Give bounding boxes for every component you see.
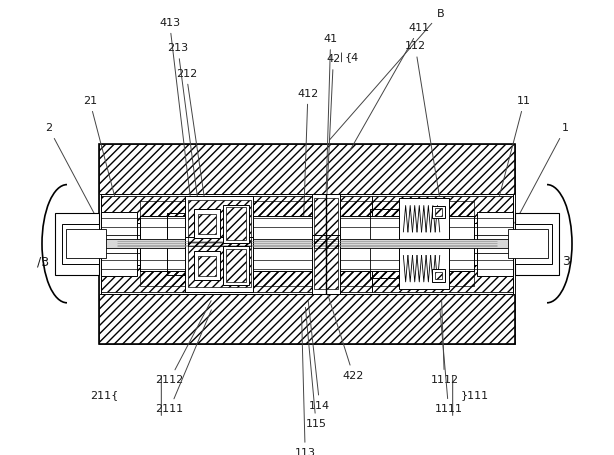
Bar	[415, 213, 447, 275]
Bar	[373, 196, 513, 292]
Bar	[415, 213, 447, 275]
Bar	[314, 198, 338, 248]
Bar	[314, 239, 338, 289]
Text: {4: {4	[344, 52, 359, 62]
Text: }111: }111	[461, 390, 489, 400]
Bar	[67, 239, 547, 248]
Bar	[370, 209, 415, 278]
Bar	[226, 207, 246, 240]
Bar	[447, 217, 474, 271]
Text: 114: 114	[308, 301, 330, 410]
Bar	[137, 223, 160, 265]
Text: 2111: 2111	[155, 310, 211, 414]
Text: 113: 113	[295, 317, 316, 455]
Bar	[188, 200, 251, 246]
Bar	[140, 217, 167, 271]
Bar	[223, 205, 249, 243]
Bar	[399, 248, 449, 289]
Text: 213: 213	[168, 43, 198, 205]
Bar	[226, 249, 246, 282]
Text: 412: 412	[297, 89, 319, 223]
Text: 413: 413	[159, 18, 190, 196]
Bar	[313, 235, 340, 293]
Text: 115: 115	[305, 308, 327, 429]
Text: 3: 3	[562, 255, 570, 268]
Bar	[167, 213, 199, 275]
Text: 212: 212	[176, 69, 207, 214]
Bar	[399, 198, 449, 239]
Bar	[99, 144, 515, 194]
Bar	[55, 213, 99, 275]
Bar	[194, 251, 220, 280]
Bar	[140, 217, 474, 271]
Text: 422: 422	[327, 292, 364, 380]
Text: B: B	[330, 9, 444, 140]
Bar	[223, 247, 249, 284]
Bar	[167, 213, 199, 275]
Bar	[99, 194, 515, 293]
Bar	[432, 269, 445, 282]
Bar	[435, 272, 443, 279]
Text: 1: 1	[515, 123, 569, 223]
Bar	[66, 229, 106, 258]
Bar	[140, 217, 167, 271]
Bar	[99, 144, 515, 344]
Bar	[99, 293, 515, 344]
Text: 411: 411	[350, 23, 430, 150]
Bar	[435, 208, 443, 216]
Bar	[199, 209, 244, 278]
Bar	[432, 206, 445, 218]
Bar	[101, 196, 241, 292]
Text: 42: 42	[326, 54, 341, 209]
Text: 21: 21	[83, 96, 114, 196]
Bar	[198, 256, 216, 276]
Bar	[477, 212, 513, 276]
Bar	[185, 238, 254, 292]
Text: 1111: 1111	[435, 310, 462, 414]
Bar	[199, 209, 244, 278]
Text: 211{: 211{	[90, 390, 118, 400]
Bar	[198, 214, 216, 234]
Bar	[454, 223, 477, 265]
Text: 41: 41	[324, 34, 338, 191]
Bar	[140, 201, 474, 286]
Bar	[515, 213, 559, 275]
Text: 1112: 1112	[430, 301, 459, 385]
Text: 112: 112	[405, 41, 439, 196]
Bar	[447, 217, 474, 271]
Bar	[241, 196, 373, 292]
Bar	[101, 194, 513, 293]
Bar	[101, 212, 137, 276]
Bar	[313, 194, 340, 253]
Bar	[185, 196, 254, 250]
Text: 2112: 2112	[155, 301, 211, 385]
Bar	[370, 209, 415, 278]
Bar	[63, 224, 99, 264]
Bar	[188, 242, 251, 287]
Bar	[515, 224, 551, 264]
Bar	[194, 209, 220, 238]
Text: /3: /3	[37, 255, 49, 268]
Text: 11: 11	[500, 96, 531, 196]
Bar	[508, 229, 548, 258]
Text: 2: 2	[45, 123, 99, 223]
